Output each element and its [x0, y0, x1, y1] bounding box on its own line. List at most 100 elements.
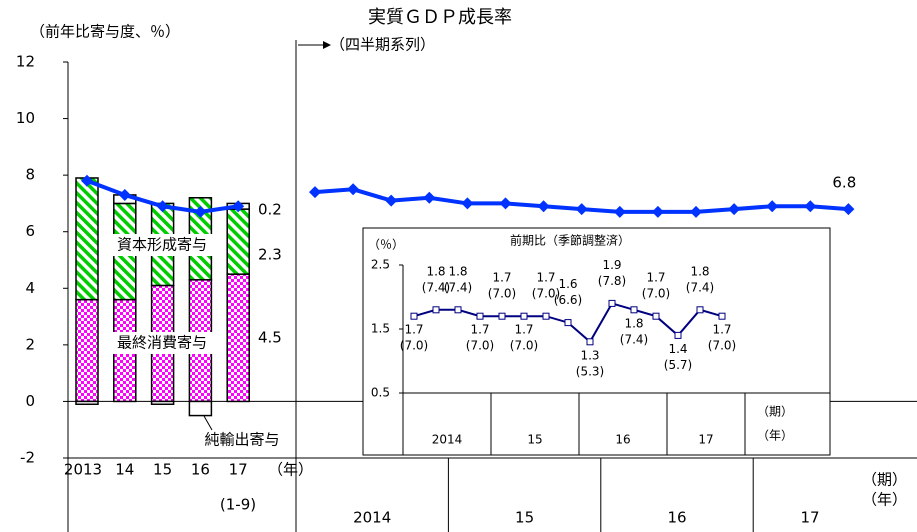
marker	[652, 312, 660, 320]
data-label: (7.0)	[400, 339, 428, 353]
marker	[728, 203, 741, 216]
inset-x-group-label: 17	[698, 433, 713, 447]
x-tick-label: 14	[115, 461, 134, 479]
data-label: (7.4)	[620, 332, 648, 346]
data-label: 1.7	[646, 271, 665, 285]
marker	[804, 200, 817, 213]
data-label: 1.3	[580, 348, 599, 362]
data-label: 1.6	[558, 277, 577, 291]
marker	[498, 312, 506, 320]
bar-segment	[75, 400, 99, 406]
bar-segment	[188, 400, 213, 417]
x-unit: （年）	[268, 461, 313, 479]
data-label: (7.0)	[642, 287, 670, 301]
data-label: (7.0)	[532, 287, 560, 301]
marker	[520, 312, 528, 320]
data-label: 1.7	[492, 271, 511, 285]
y-tick-label: 10	[16, 109, 35, 127]
x-group-label: 2014	[353, 509, 391, 527]
marker	[309, 186, 321, 199]
chart-title: 実質ＧＤＰ成長率	[368, 7, 512, 28]
marker	[575, 203, 588, 216]
inset-box	[362, 227, 831, 456]
inset-title: 前期比（季節調整済）	[510, 233, 630, 248]
data-label: (7.4)	[422, 280, 450, 294]
data-label: 1.7	[536, 271, 555, 285]
marker	[499, 197, 512, 210]
bar-segment	[150, 400, 175, 406]
inset-x-group-label: 2014	[432, 433, 463, 447]
label-bg	[104, 234, 220, 256]
data-label: (5.7)	[664, 358, 692, 372]
data-label: 1.7	[712, 323, 731, 337]
inset-y-tick-label: 1.5	[371, 322, 390, 336]
y-tick-label: 8	[25, 166, 35, 184]
marker	[461, 197, 474, 210]
y-tick-label: 12	[16, 53, 35, 71]
data-label: (7.8)	[598, 274, 626, 288]
marker	[608, 299, 616, 307]
inset-y-tick-label: 2.5	[371, 258, 390, 272]
data-label: (7.0)	[510, 339, 538, 353]
marker	[432, 306, 440, 314]
marker	[690, 205, 702, 218]
marker	[232, 200, 245, 213]
data-label: 1.8	[690, 264, 709, 278]
data-label: 0.2	[258, 201, 282, 219]
data-label: (7.4)	[686, 280, 714, 294]
data-label: 1.8	[624, 316, 643, 330]
data-label: 1.8	[448, 264, 467, 278]
inset-x-unit: （年）	[757, 429, 793, 443]
marker	[423, 191, 436, 204]
inset-x-group-label: 16	[615, 433, 630, 447]
bar-segment	[75, 298, 99, 403]
y-tick-label: 2	[25, 335, 35, 353]
inset-x-unit: （期）	[757, 405, 793, 419]
x-group-label: 16	[667, 509, 686, 527]
y-tick-label: 4	[25, 279, 35, 297]
annotation: 最終消費寄与	[117, 334, 207, 352]
marker	[156, 200, 169, 213]
marker	[564, 319, 572, 327]
marker	[194, 205, 207, 218]
marker	[476, 312, 484, 320]
data-label: (7.0)	[708, 339, 736, 353]
chart-subtitle: （四半期系列）	[330, 36, 435, 54]
bar-segment	[226, 208, 250, 275]
x-group-label: 15	[515, 509, 534, 527]
marker	[118, 188, 131, 201]
data-label: (5.3)	[576, 364, 604, 378]
marker	[537, 200, 550, 213]
bar-segment	[75, 177, 99, 301]
marker	[696, 306, 704, 314]
data-label: (7.4)	[444, 280, 472, 294]
x-group-label: 17	[800, 509, 819, 527]
inset-y-label: （％）	[368, 238, 404, 252]
marker	[718, 312, 726, 320]
marker	[81, 174, 93, 187]
marker	[347, 183, 360, 196]
x-unit: （年）	[862, 491, 907, 509]
data-label: 1.9	[602, 258, 621, 272]
x-note: (1-9)	[220, 496, 256, 514]
x-unit: （期）	[862, 471, 907, 489]
marker	[542, 312, 550, 320]
bar-segment	[226, 273, 250, 403]
x-tick-label: 15	[153, 461, 172, 479]
x-tick-label: 16	[191, 461, 210, 479]
label-bg	[104, 332, 220, 354]
annotation: 純輸出寄与	[204, 431, 279, 449]
marker	[385, 194, 398, 207]
inset-y-tick-label: 0.5	[371, 386, 390, 400]
data-label: 1.4	[668, 342, 687, 356]
marker	[651, 205, 664, 218]
y-tick-label: 6	[25, 222, 35, 240]
marker	[410, 312, 418, 320]
x-tick-label: 17	[229, 461, 248, 479]
arrow	[203, 415, 213, 431]
data-label: 1.7	[514, 323, 533, 337]
label-bg	[190, 428, 294, 450]
inset-x-group-label: 15	[527, 433, 542, 447]
y-axis-label: （前年比寄与度、％）	[30, 23, 180, 41]
